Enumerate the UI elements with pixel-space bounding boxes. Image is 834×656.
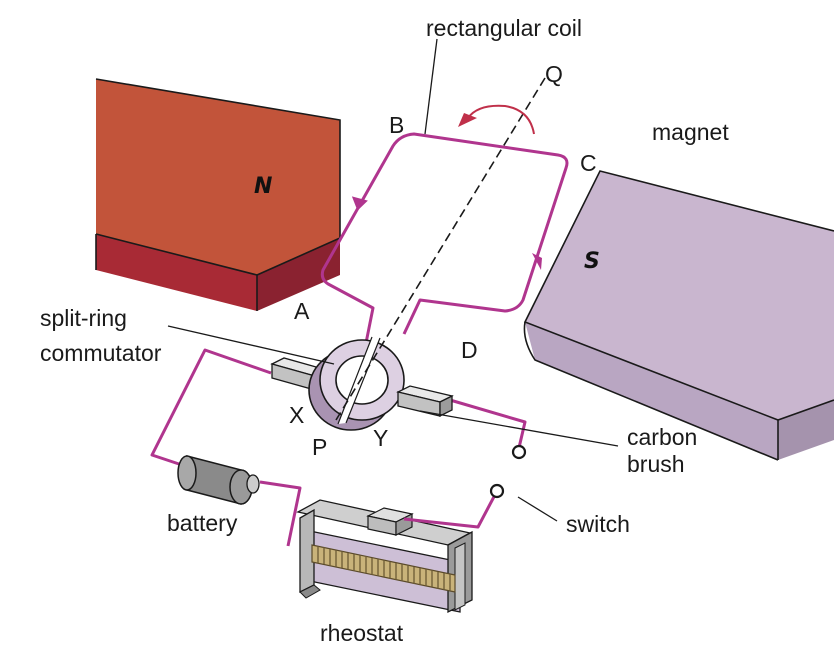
circuit-wire: [150, 348, 527, 547]
axis-start-label: P: [312, 434, 327, 460]
commutator-label-line1: split-ring: [40, 305, 127, 331]
rectangular-coil: [320, 132, 569, 344]
current-arrow-down-icon: [532, 253, 542, 270]
south-magnet-front: [525, 322, 778, 460]
rheostat: [296, 499, 473, 614]
half-ring-y-label: Y: [373, 425, 388, 451]
north-pole-label: N: [254, 174, 272, 199]
south-magnet-top: [525, 171, 834, 420]
axis-end-label: Q: [545, 61, 563, 87]
corner-a-label: A: [294, 298, 310, 324]
north-magnet-side: [257, 238, 340, 311]
south-pole-label: S: [584, 249, 600, 274]
battery-label: battery: [167, 510, 238, 536]
brush-label-line1: carbon: [627, 424, 697, 450]
rotation-arrow-icon: [458, 113, 477, 127]
north-magnet: N: [95, 78, 341, 311]
rotation-direction-arrow: [467, 104, 535, 135]
brush-label-line2: brush: [627, 451, 685, 477]
rectangular-coil-label: rectangular coil: [426, 15, 582, 41]
north-magnet-front: [96, 234, 257, 311]
switch-label: switch: [566, 511, 630, 537]
corner-d-label: D: [461, 337, 478, 363]
rotation-axis: [335, 77, 546, 421]
commutator-label-line2: commutator: [40, 340, 162, 366]
switch-terminal-lower[interactable]: [489, 483, 505, 499]
half-ring-x-label: X: [289, 402, 304, 428]
split-ring-commutator: [308, 336, 405, 431]
current-arrow-up-icon: [351, 196, 368, 211]
north-magnet-top: [96, 79, 340, 275]
corner-b-label: B: [389, 112, 404, 138]
magnet-label: magnet: [652, 119, 729, 145]
switch-terminal-upper[interactable]: [511, 444, 527, 460]
carbon-brush-right: [396, 385, 454, 418]
rheostat-label: rheostat: [320, 620, 404, 646]
leader-lines: [167, 38, 619, 522]
battery: [177, 455, 260, 505]
south-magnet: S: [523, 170, 834, 461]
corner-c-label: C: [580, 150, 597, 176]
